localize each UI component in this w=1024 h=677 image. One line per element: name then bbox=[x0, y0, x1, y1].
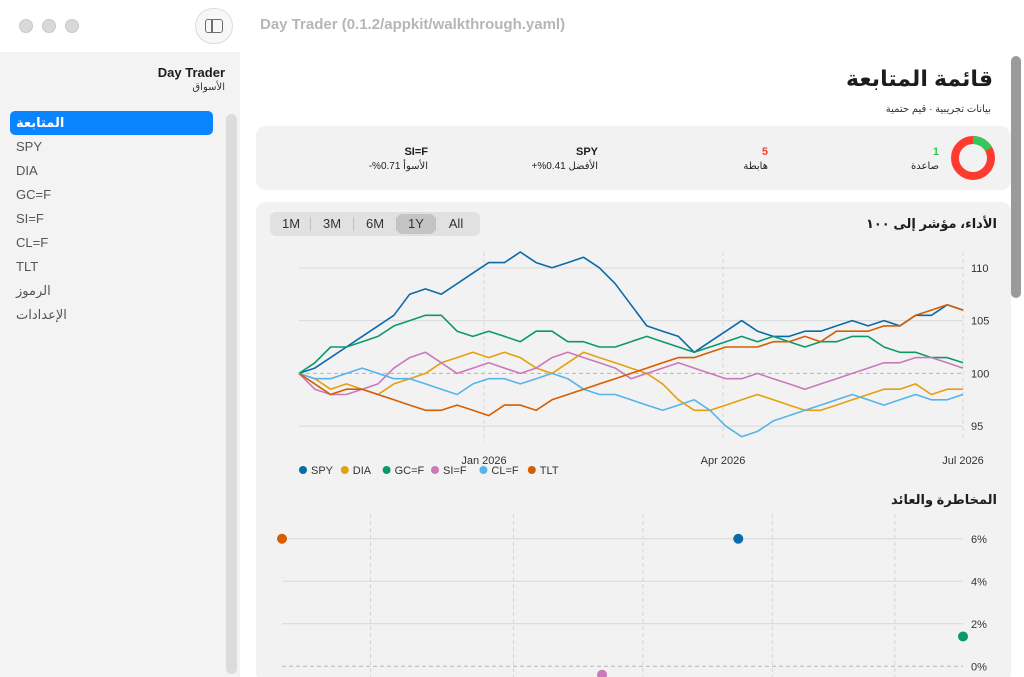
summary-card: 1 صاعدة 5 هابطة SPY الأفضل 0.41%+ SI=F ا… bbox=[256, 126, 1011, 190]
sidebar-icon bbox=[205, 19, 223, 33]
donut-up-arc bbox=[951, 136, 995, 180]
legend-marker bbox=[340, 466, 349, 474]
performance-chart: 95 100 105 110 Jan 2026 Apr 2026 Jul 2026 SPY DI… bbox=[298, 251, 989, 477]
series-line-spy bbox=[298, 251, 964, 375]
performance-card: 1M 3M 6M 1Y All الأداء، مؤشر إلى ١٠٠ 95 1… bbox=[256, 202, 1011, 677]
scatter-point-gcf bbox=[958, 631, 968, 642]
up-stat: 1 صاعدة bbox=[911, 146, 939, 172]
up-count: 1 bbox=[932, 146, 939, 158]
range-button-6m[interactable]: 6M bbox=[365, 216, 385, 231]
sidebar-toggle-button[interactable] bbox=[195, 8, 233, 44]
series-line-tlt bbox=[298, 303, 964, 417]
series-line-sif bbox=[298, 351, 964, 396]
range-button-all[interactable]: All bbox=[448, 216, 464, 231]
y-tick-label: 4% bbox=[971, 576, 987, 588]
segment-divider bbox=[310, 217, 311, 231]
sidebar: Day Trader الأسواق المتابعة SPY DIA GC=F… bbox=[0, 52, 240, 677]
risk-return-title: المخاطرة والعائد bbox=[891, 492, 997, 507]
down-label: هابطة bbox=[743, 161, 768, 172]
page-title: قائمة المتابعة bbox=[846, 66, 993, 91]
legend-marker bbox=[299, 466, 307, 474]
down-stat: 5 هابطة bbox=[743, 146, 768, 172]
worst-label: الأسوأ 0.71%- bbox=[368, 161, 428, 172]
risk-return-chart: 6% 4% 2% 0% bbox=[277, 514, 987, 677]
y-tick-label: 2% bbox=[971, 619, 987, 631]
segment-divider bbox=[396, 217, 397, 231]
range-segmented-control: 1M 3M 6M 1Y All bbox=[270, 212, 480, 236]
sidebar-subtitle: الأسواق bbox=[192, 82, 225, 93]
minimize-window-button[interactable] bbox=[42, 19, 56, 33]
legend-label: SPY bbox=[311, 465, 334, 477]
sidebar-item-sif[interactable]: SI=F bbox=[16, 211, 44, 226]
title-bar: Day Trader (0.1.2/appkit/walkthrough.yam… bbox=[0, 0, 1024, 52]
y-tick-label: 110 bbox=[971, 263, 989, 275]
scatter-point-spy bbox=[733, 533, 744, 544]
worst-symbol: SI=F bbox=[404, 146, 428, 158]
zoom-window-button[interactable] bbox=[65, 19, 79, 33]
sidebar-item-spy[interactable]: SPY bbox=[16, 139, 43, 154]
legend-label: TLT bbox=[540, 465, 559, 477]
sidebar-item-symbols[interactable]: الرموز bbox=[16, 283, 51, 298]
sidebar-app-name: Day Trader bbox=[157, 65, 225, 80]
range-button-3m[interactable]: 3M bbox=[322, 216, 342, 231]
down-count: 5 bbox=[761, 146, 768, 158]
y-tick-label: 95 bbox=[971, 421, 983, 433]
best-symbol: SPY bbox=[575, 146, 598, 158]
y-tick-label: 100 bbox=[971, 368, 989, 380]
series-line-clf bbox=[298, 367, 964, 438]
page-subtitle: بيانات تجريبية · قيم حتمية bbox=[885, 104, 991, 115]
range-button-1m[interactable]: 1M bbox=[281, 216, 301, 231]
legend-marker bbox=[382, 466, 391, 474]
scatter-point-tlt bbox=[277, 533, 287, 544]
legend-label: DIA bbox=[353, 465, 372, 477]
close-window-button[interactable] bbox=[19, 19, 33, 33]
sidebar-item-dia[interactable]: DIA bbox=[16, 163, 38, 178]
best-label: الأفضل 0.41%+ bbox=[531, 161, 599, 172]
y-tick-label: 105 bbox=[971, 316, 989, 328]
legend-label: SI=F bbox=[443, 465, 467, 477]
sidebar-item-settings[interactable]: الإعدادات bbox=[16, 307, 67, 322]
up-label: صاعدة bbox=[911, 161, 939, 172]
performance-title: الأداء، مؤشر إلى ١٠٠ bbox=[865, 216, 997, 231]
worst-stat: SI=F الأسوأ 0.71%- bbox=[369, 146, 428, 172]
sidebar-list: المتابعة SPY DIA GC=F SI=F CL=F TLT الرم… bbox=[10, 111, 213, 327]
legend-marker bbox=[431, 466, 439, 474]
sidebar-header: Day Trader الأسواق bbox=[158, 65, 225, 93]
legend-label: CL=F bbox=[491, 465, 518, 477]
sidebar-item-gcf[interactable]: GC=F bbox=[16, 187, 52, 202]
sidebar-item-watchlist[interactable]: المتابعة bbox=[10, 111, 213, 135]
scatter-point-sif bbox=[597, 669, 608, 677]
range-button-1y[interactable]: 1Y bbox=[397, 214, 435, 234]
segment-divider bbox=[435, 217, 436, 231]
y-tick-label: 6% bbox=[971, 534, 987, 546]
sidebar-scrollbar[interactable] bbox=[226, 114, 237, 674]
best-stat: SPY الأفضل 0.41%+ bbox=[532, 146, 599, 172]
sidebar-item-clf[interactable]: CL=F bbox=[16, 235, 49, 250]
up-down-donut bbox=[951, 136, 995, 180]
legend-label: GC=F bbox=[395, 465, 425, 477]
y-tick-label: 0% bbox=[971, 661, 987, 673]
x-tick-label: Jul 2026 bbox=[942, 455, 984, 467]
main-content: قائمة المتابعة بيانات تجريبية · قيم حتمي… bbox=[240, 52, 1011, 677]
series-line-gcf bbox=[298, 314, 964, 375]
legend-marker bbox=[479, 466, 488, 474]
x-tick-label: Jan 2026 bbox=[461, 455, 506, 467]
main-scrollbar[interactable] bbox=[1011, 56, 1021, 298]
sidebar-item-tlt[interactable]: TLT bbox=[16, 259, 39, 274]
x-tick-label: Apr 2026 bbox=[701, 455, 746, 467]
segment-divider bbox=[353, 217, 354, 231]
window-title: Day Trader (0.1.2/appkit/walkthrough.yam… bbox=[260, 16, 566, 33]
legend-marker bbox=[527, 466, 536, 474]
